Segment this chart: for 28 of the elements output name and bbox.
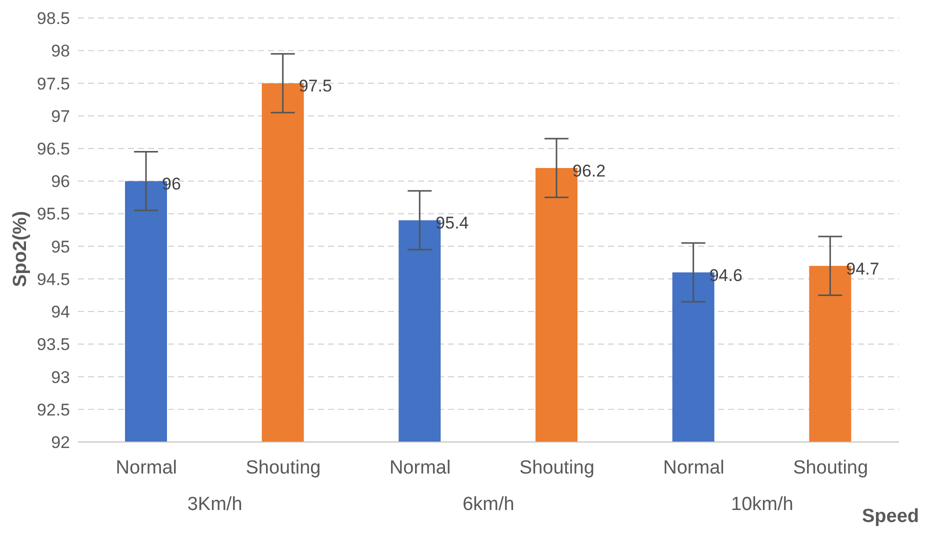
y-tick-label: 96 [51,172,70,192]
text: 10km/h [731,494,794,515]
y-tick-label: 95.5 [36,204,70,224]
x-tick-label: Normal [663,457,724,478]
y-tick-label: 92 [51,433,70,452]
y-tick-label: 97.5 [36,74,70,94]
y-tick-label: 92.5 [36,400,70,420]
y-tick-label: 93 [51,368,70,387]
y-tick-label: 93.5 [36,335,70,354]
x-tick-label: Shouting [793,457,868,478]
y-tick-label: 95 [51,237,70,256]
x-tick-label: Normal [116,457,178,478]
text: 3Km/h [186,494,244,516]
y-tick-label: 94.5 [36,270,70,289]
data-label: 94.7 [846,259,880,278]
x-tick-label: Normal [389,457,451,478]
y-tick-label: 98 [51,42,70,61]
y-tick-label: 96.5 [36,139,70,158]
y-axis-title: Spo2(%) [10,210,32,289]
x-tick-label: Shouting [519,457,594,478]
data-label: 94.6 [709,266,742,285]
y-tick-label: 97 [51,106,70,126]
y-tick-label: 98.5 [36,9,70,28]
text: 6km/h [462,494,516,516]
x-axis-title: Speed [862,506,919,528]
data-label: 95.4 [436,214,469,233]
x-tick-label: Shouting [246,457,321,478]
y-tick-label: 94 [51,302,70,322]
